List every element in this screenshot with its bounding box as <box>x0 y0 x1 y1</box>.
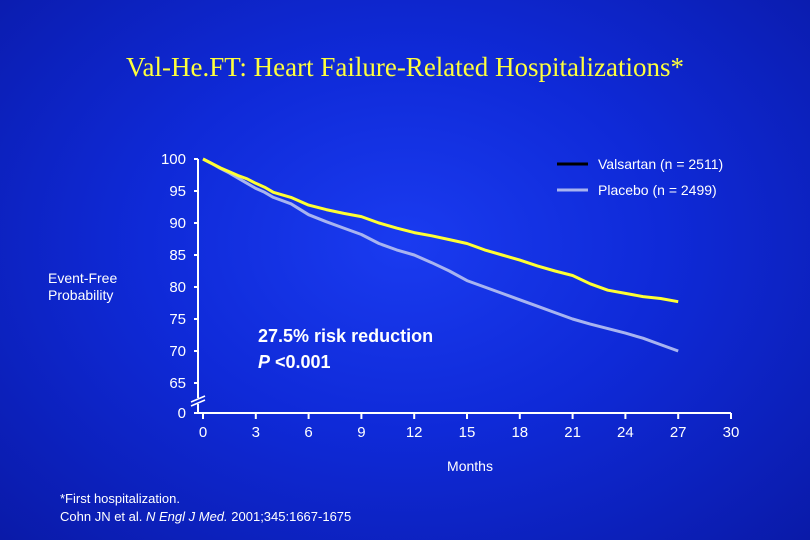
footnote-line-1: *First hospitalization. <box>60 491 180 506</box>
x-tick-label: 0 <box>199 424 207 441</box>
x-tick-label: 15 <box>459 424 476 441</box>
x-tick-label: 18 <box>511 424 528 441</box>
risk-reduction-text: 27.5% risk reduction <box>258 326 433 346</box>
x-tick-label: 30 <box>723 424 740 441</box>
chart-ticks: 100 95 90 85 80 75 70 65 00 3 6 9 12 15 18 21 24 27 30 <box>161 151 739 441</box>
footnote: *First hospitalization. Cohn JN et al. N… <box>60 490 351 526</box>
chart-annotation: 27.5% risk reduction P <0.001 <box>258 326 433 372</box>
y-tick-label: 75 <box>169 311 186 328</box>
y-tick-label: 95 <box>169 183 186 200</box>
y-tick-label: 65 <box>169 375 186 392</box>
y-tick-label: 70 <box>169 343 186 360</box>
chart-legend: Valsartan (n = 2511) Placebo (n = 2499) <box>557 156 723 198</box>
x-axis-label: Months <box>447 458 493 474</box>
y-tick-label: 100 <box>161 151 186 168</box>
chart-series <box>202 157 679 353</box>
x-tick-label: 21 <box>564 424 581 441</box>
p-value-text: P <0.001 <box>258 352 331 372</box>
footnote-citation: Cohn JN et al. N Engl J Med. 2001;345:16… <box>60 508 351 526</box>
footnote-citation-text: 2001;345:1667-1675 <box>227 509 352 524</box>
x-tick-label: 12 <box>406 424 423 441</box>
y-tick-label: 80 <box>169 279 186 296</box>
footnote-authors: Cohn JN et al. <box>60 509 146 524</box>
slide-title: Val-He.FT: Heart Failure-Related Hospita… <box>126 52 684 82</box>
chart-axes <box>190 159 731 414</box>
y-axis-label: Event-Free Probability <box>48 270 118 303</box>
x-tick-label: 27 <box>670 424 687 441</box>
legend-label: Placebo (n = 2499) <box>598 182 717 198</box>
y-tick-label: 90 <box>169 215 186 232</box>
legend-label: Valsartan (n = 2511) <box>598 156 723 172</box>
y-tick-label: 85 <box>169 247 186 264</box>
x-tick-label: 9 <box>357 424 365 441</box>
placebo-line <box>202 157 679 353</box>
footnote-journal: N Engl J Med. <box>146 509 228 524</box>
x-tick-label: 3 <box>252 424 260 441</box>
valsartan-line <box>202 157 679 304</box>
axis-break-mark <box>190 395 206 403</box>
y-tick-label: 0 <box>178 405 186 422</box>
x-tick-label: 6 <box>304 424 312 441</box>
axis-break-mark <box>190 399 206 407</box>
x-tick-label: 24 <box>617 424 634 441</box>
